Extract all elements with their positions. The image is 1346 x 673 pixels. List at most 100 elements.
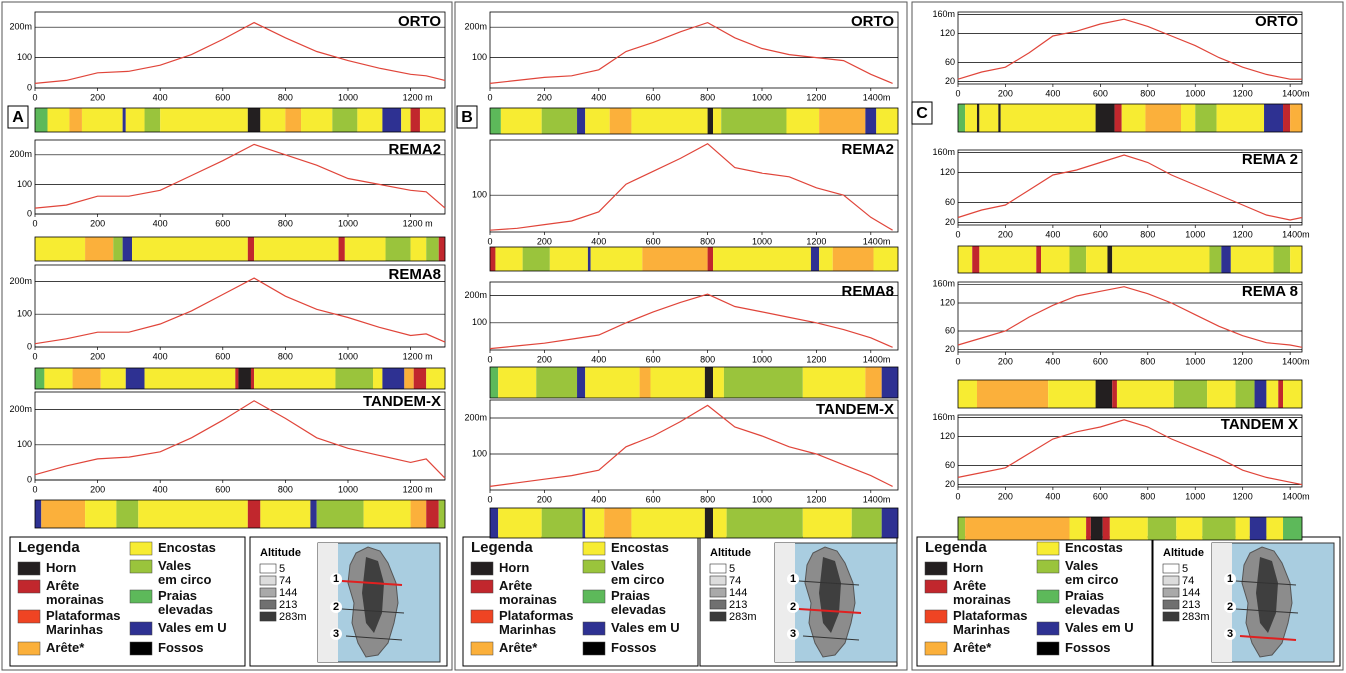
- class-segment: [1110, 517, 1148, 540]
- class-segment: [642, 247, 707, 271]
- legend-swatch: [583, 622, 605, 635]
- class-segment: [1117, 380, 1174, 408]
- legend-swatch: [583, 590, 605, 603]
- class-segment: [1122, 104, 1146, 132]
- plot-frame: [35, 265, 445, 347]
- chart-title: REMA8: [841, 283, 894, 300]
- y-tick-label: 60: [945, 460, 955, 470]
- class-segment: [85, 237, 113, 261]
- class-segment: [1195, 104, 1216, 132]
- x-tick-label: 200: [90, 351, 105, 361]
- class-segment: [1145, 104, 1181, 132]
- altitude-label: 144: [1182, 587, 1200, 599]
- y-tick-label: 200m: [464, 290, 487, 300]
- x-tick-label: 400: [153, 351, 168, 361]
- class-segment: [1202, 517, 1235, 540]
- x-tick-label: 1000: [338, 484, 358, 494]
- legend-label: Plataformas Marinhas: [499, 609, 573, 637]
- map-label: 3: [790, 628, 796, 640]
- class-segment: [833, 247, 874, 271]
- legend-label: Vales em circo: [158, 559, 211, 587]
- x-tick-label: 1200: [1233, 356, 1253, 366]
- x-tick-label: 1200: [806, 494, 826, 504]
- x-tick-label: 1000: [752, 92, 772, 102]
- x-tick-label: 1200 m: [403, 484, 433, 494]
- y-tick-label: 160m: [932, 147, 955, 157]
- class-segment: [251, 368, 254, 389]
- x-tick-label: 200: [998, 356, 1013, 366]
- x-tick-label: 200: [90, 484, 105, 494]
- class-segment: [145, 368, 236, 389]
- class-segment: [610, 108, 632, 134]
- class-segment: [958, 517, 965, 540]
- altitude-label: 283m: [279, 611, 307, 623]
- class-segment: [490, 367, 498, 398]
- altitude-swatch: [710, 564, 726, 573]
- class-segment: [1264, 104, 1283, 132]
- class-segment: [498, 508, 542, 538]
- class-segment: [41, 500, 85, 528]
- panel-letter: C: [916, 105, 928, 122]
- class-segment: [536, 367, 577, 398]
- y-tick-label: 100: [472, 190, 487, 200]
- x-tick-label: 400: [591, 236, 606, 246]
- chart-title: ORTO: [1255, 13, 1298, 30]
- class-segment: [865, 367, 881, 398]
- class-segment: [542, 508, 583, 538]
- class-segment: [1176, 517, 1202, 540]
- x-tick-label: 0: [487, 494, 492, 504]
- class-segment: [426, 237, 439, 261]
- plot-frame: [958, 12, 1302, 84]
- altitude-label: 5: [1182, 563, 1188, 575]
- x-tick-label: 1200 m: [403, 92, 433, 102]
- class-segment: [1001, 104, 1096, 132]
- chart-title: TANDEM-X: [363, 393, 441, 410]
- legend-swatch: [130, 642, 152, 655]
- class-segment: [364, 500, 411, 528]
- chart-title: REMA2: [841, 141, 894, 158]
- x-tick-label: 0: [487, 92, 492, 102]
- y-tick-label: 60: [945, 57, 955, 67]
- x-tick-label: 600: [215, 218, 230, 228]
- class-segment: [803, 508, 852, 538]
- class-segment: [965, 517, 1069, 540]
- class-segment: [705, 367, 713, 398]
- class-segment: [254, 237, 339, 261]
- y-tick-label: 0: [27, 208, 32, 218]
- class-segment: [1283, 380, 1302, 408]
- x-tick-label: 1400m: [863, 494, 891, 504]
- class-segment: [490, 108, 501, 134]
- class-segment: [819, 108, 865, 134]
- x-tick-label: 400: [153, 484, 168, 494]
- legend-label: Fossos: [158, 641, 204, 655]
- legend-label: Fossos: [611, 641, 657, 655]
- class-segment: [85, 500, 116, 528]
- class-segment: [708, 247, 713, 271]
- class-segment: [411, 237, 427, 261]
- class-segment: [542, 108, 577, 134]
- class-segment: [1086, 517, 1091, 540]
- legend-title: Legenda: [925, 541, 987, 555]
- class-segment: [138, 500, 248, 528]
- class-segment: [965, 104, 977, 132]
- class-segment: [1091, 517, 1103, 540]
- legend-label: Vales em circo: [611, 559, 664, 587]
- y-tick-label: 60: [945, 325, 955, 335]
- class-segment: [977, 380, 1048, 408]
- class-segment: [490, 508, 498, 538]
- y-tick-label: 200m: [9, 149, 32, 159]
- altitude-label: 5: [729, 563, 735, 575]
- x-tick-label: 1400m: [1282, 491, 1310, 501]
- y-tick-label: 100: [472, 317, 487, 327]
- legend-swatch: [471, 642, 493, 655]
- x-tick-label: 1200 m: [403, 351, 433, 361]
- legend-label: Vales em circo: [1065, 559, 1118, 587]
- plot-frame: [35, 12, 445, 88]
- class-segment: [1274, 246, 1291, 273]
- x-tick-label: 800: [1140, 88, 1155, 98]
- class-segment: [874, 247, 898, 271]
- legend-swatch: [130, 542, 152, 555]
- map-label: 2: [1227, 601, 1233, 613]
- class-segment: [852, 508, 882, 538]
- legend-label: Vales em U: [1065, 621, 1134, 635]
